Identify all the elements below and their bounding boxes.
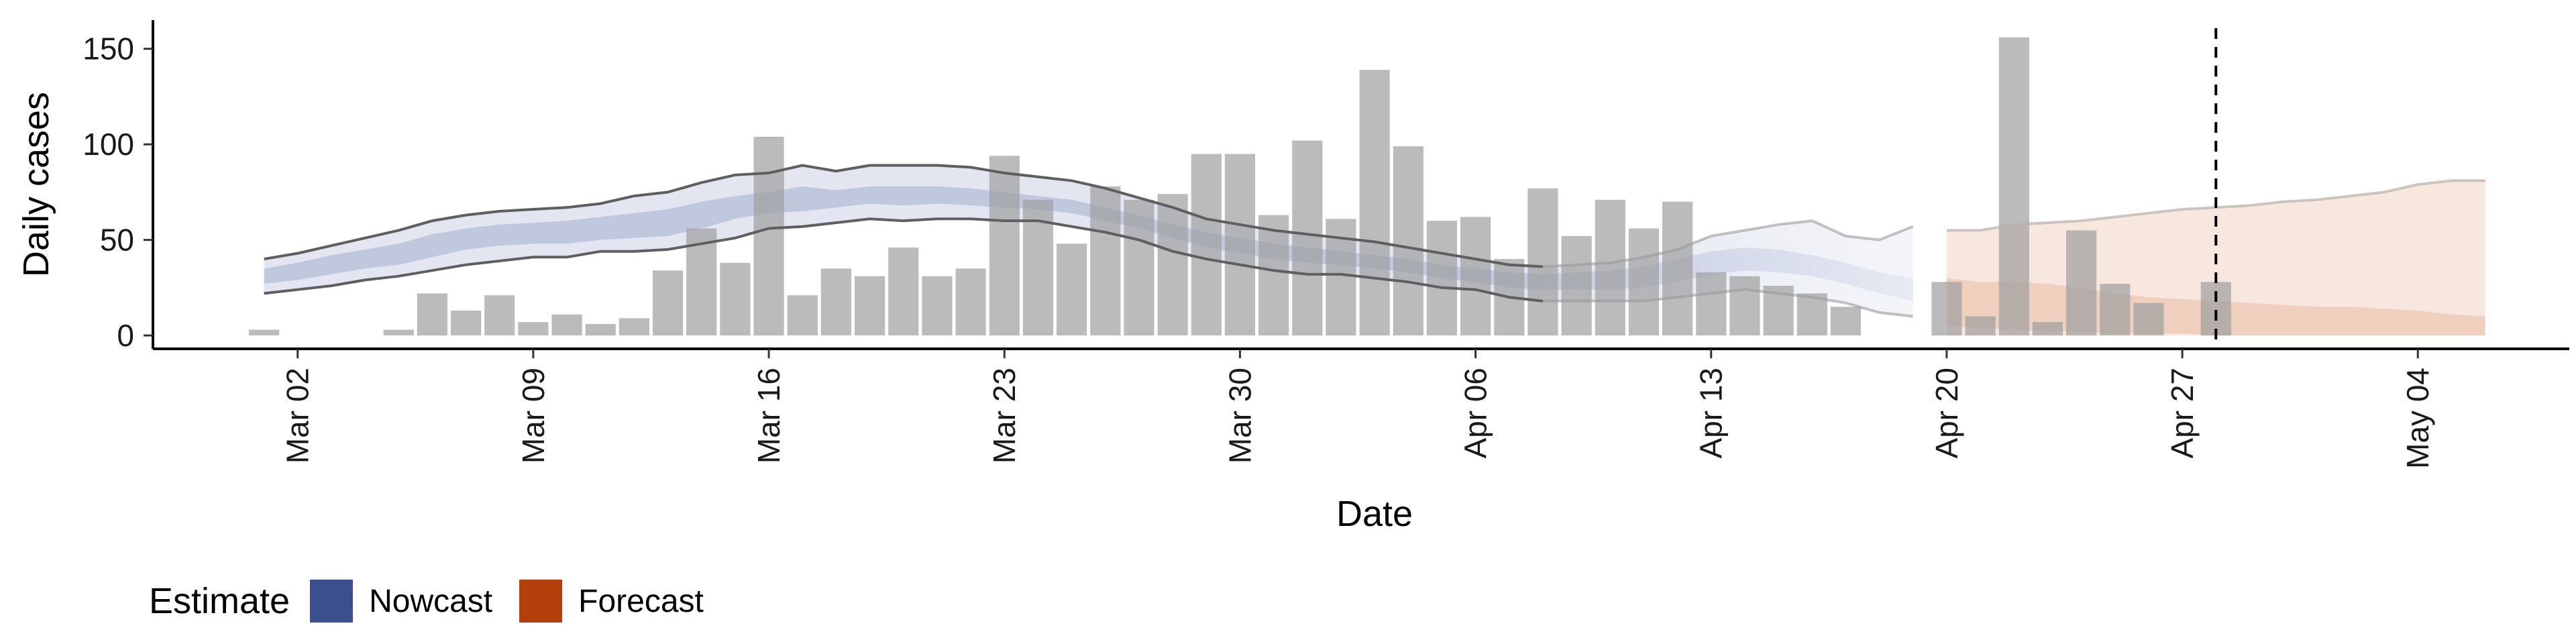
bar: [1460, 217, 1491, 335]
bar: [855, 276, 885, 335]
bar: [585, 324, 616, 336]
bar: [1729, 276, 1760, 335]
y-axis-title: Daily cases: [16, 92, 56, 277]
bar: [1191, 154, 1222, 335]
bar: [1696, 272, 1727, 335]
bar: [1628, 228, 1659, 335]
bar: [2133, 303, 2164, 335]
bar: [551, 314, 582, 335]
axes: 0 50 100 150 Mar 02 Mar 09 Mar 16 Mar 23 Mar 30 A…: [83, 20, 2569, 469]
bar: [2200, 282, 2231, 336]
bar: [1830, 307, 1861, 335]
bar: [2100, 284, 2131, 335]
x-axis-title: Date: [1336, 494, 1413, 534]
bar: [1931, 282, 1962, 336]
bar: [518, 322, 549, 335]
bar: [1157, 194, 1188, 335]
bar: [1965, 316, 1996, 336]
bar: [1426, 221, 1457, 335]
bar: [1057, 244, 1087, 335]
bar: [1527, 188, 1558, 336]
legend-swatch-forecast: [519, 580, 563, 623]
bar: [1090, 186, 1121, 335]
bar: [653, 270, 684, 336]
x-tick-label: Apr 06: [1458, 368, 1493, 459]
bar: [1393, 146, 1424, 335]
bar: [1359, 70, 1390, 336]
bar: [720, 262, 751, 336]
legend-label-forecast: Forecast: [578, 583, 704, 619]
x-tick-label: May 04: [2400, 368, 2435, 469]
x-tick-label: Mar 30: [1222, 368, 1257, 464]
bar: [1796, 293, 1827, 336]
bar: [2066, 230, 2097, 336]
legend: Estimate Nowcast Forecast: [149, 576, 731, 627]
bar: [989, 156, 1020, 336]
bar: [820, 268, 851, 335]
x-tick-label: Mar 09: [516, 368, 551, 464]
case-bars: [249, 37, 2231, 336]
bar: [1292, 140, 1323, 336]
nowcast-upper-line: [264, 164, 1544, 268]
bar: [1124, 199, 1155, 336]
bar: [383, 329, 414, 335]
y-tick-label: 50: [100, 223, 134, 258]
y-tick-label: 0: [117, 318, 134, 353]
bar: [619, 318, 649, 335]
x-tick-label: Apr 27: [2165, 368, 2200, 459]
bar: [1998, 37, 2029, 335]
bar: [1258, 215, 1289, 336]
bar: [417, 293, 447, 336]
bar: [1224, 154, 1255, 335]
bar: [1662, 201, 1693, 335]
nowcast-lower-line-tail: [1542, 288, 1913, 318]
nowcast-lower-line: [264, 217, 1544, 303]
bar: [451, 311, 482, 335]
legend-swatch-nowcast: [310, 580, 354, 623]
x-tick-label: Mar 02: [280, 368, 315, 464]
y-tick-label: 150: [83, 32, 134, 66]
bar: [955, 268, 986, 335]
bar: [922, 276, 953, 335]
bar: [787, 295, 818, 335]
bar: [888, 248, 919, 335]
bar: [2032, 322, 2063, 335]
nowcast-upper-line-tail: [1542, 219, 1914, 268]
bar: [753, 136, 784, 336]
y-tick-label: 100: [83, 127, 134, 162]
x-tick-label: Mar 16: [751, 368, 786, 464]
bar: [1595, 199, 1625, 336]
x-tick-label: Apr 13: [1694, 368, 1729, 459]
legend-title: Estimate: [149, 581, 290, 621]
bar: [484, 295, 515, 335]
bar: [1561, 235, 1592, 335]
bar: [249, 329, 280, 335]
legend-label-nowcast: Nowcast: [369, 583, 493, 619]
nowcast-inner-band: [264, 186, 1543, 290]
x-tick-label: Apr 20: [1929, 368, 1964, 459]
x-tick-label: Mar 23: [987, 368, 1022, 464]
